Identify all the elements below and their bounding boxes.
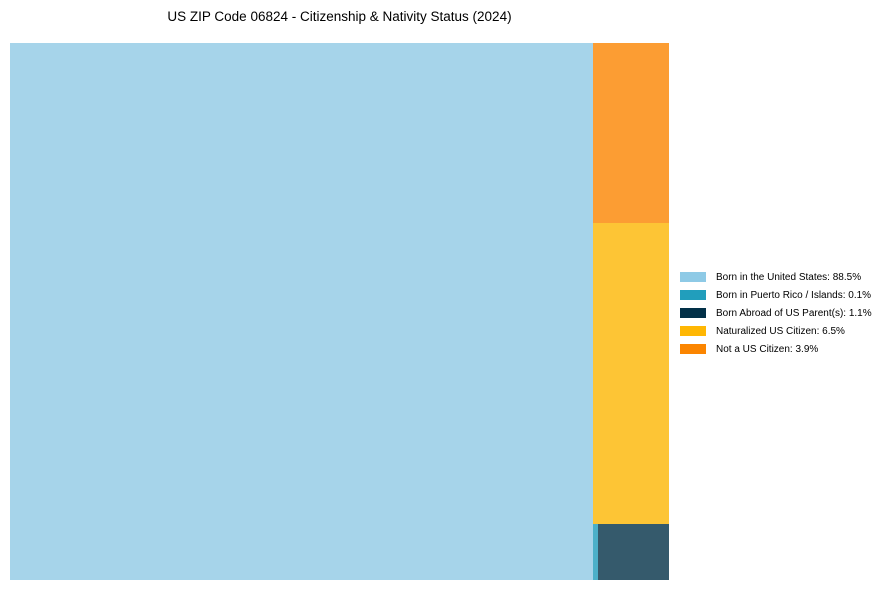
legend-label: Born in the United States: 88.5% [716,271,862,283]
tile-puerto-rico [593,524,598,580]
legend-swatch [680,290,706,300]
legend-item: Born Abroad of US Parent(s): 1.1% [680,304,872,322]
legend-item: Born in the United States: 88.5% [680,268,872,286]
legend-swatch [680,308,706,318]
tile-naturalized [593,223,669,524]
legend-swatch [680,272,706,282]
chart-title: US ZIP Code 06824 - Citizenship & Nativi… [167,9,512,24]
legend-label: Born Abroad of US Parent(s): 1.1% [716,307,872,319]
tile-born-abroad [598,524,669,580]
tile-born-us [10,43,593,580]
legend-item: Not a US Citizen: 3.9% [680,340,872,358]
legend: Born in the United States: 88.5% Born in… [680,268,872,358]
legend-label: Naturalized US Citizen: 6.5% [716,325,845,337]
legend-swatch [680,344,706,354]
tile-not-citizen [593,43,669,223]
legend-swatch [680,326,706,336]
legend-label: Born in Puerto Rico / Islands: 0.1% [716,289,872,301]
legend-label: Not a US Citizen: 3.9% [716,343,819,355]
legend-item: Born in Puerto Rico / Islands: 0.1% [680,286,872,304]
legend-item: Naturalized US Citizen: 6.5% [680,322,872,340]
